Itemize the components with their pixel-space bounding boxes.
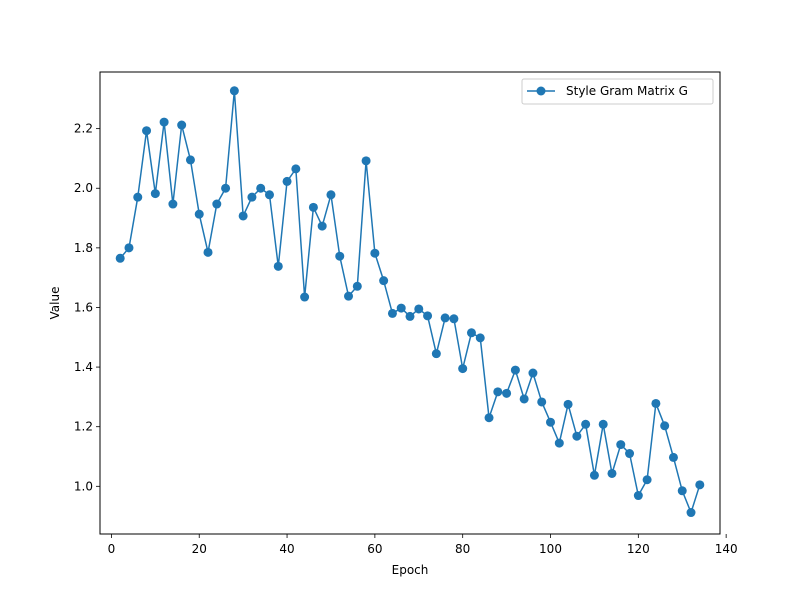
y-tick-label: 1.6 [74,300,93,314]
y-tick-label: 2.2 [74,122,93,136]
series-layer [115,86,705,518]
data-point [352,281,362,291]
y-tick-label: 2.0 [74,181,93,195]
data-point [466,328,476,338]
data-point [308,202,318,212]
x-tick-label: 120 [627,542,650,556]
data-point [264,190,274,200]
plot-area-frame [99,71,721,535]
data-point [142,126,152,136]
data-point [150,189,160,199]
data-point [159,117,169,127]
data-point [440,313,450,323]
x-tick-label: 80 [455,542,470,556]
data-point [668,452,678,462]
data-point [598,419,608,429]
x-tick-label: 100 [539,542,562,556]
legend-box [521,78,714,105]
x-tick-label: 60 [367,542,382,556]
data-point [546,417,556,427]
data-point [475,333,485,343]
data-point [203,247,213,257]
x-tick-label: 20 [192,542,207,556]
x-tick-label: 0 [108,542,116,556]
data-point [431,349,441,359]
data-point [405,311,415,321]
data-point [458,364,468,374]
data-point [423,311,433,321]
data-point [238,211,248,221]
data-point [229,86,239,96]
data-point [502,388,512,398]
data-point [651,398,661,408]
data-point [589,470,599,480]
data-point [510,365,520,375]
data-point [273,261,283,271]
data-point [528,368,538,378]
data-point [414,304,424,314]
legend: Style Gram Matrix G [521,78,714,105]
data-point [484,413,494,423]
x-tick-label: 140 [715,542,738,556]
data-point [493,387,503,397]
legend-label: Style Gram Matrix G [566,84,688,98]
data-point [633,491,643,501]
data-point [554,438,564,448]
data-point [695,480,705,490]
data-point [335,251,345,261]
data-point [616,440,626,450]
data-point [361,156,371,166]
data-point [642,475,652,485]
data-point [291,164,301,174]
x-axis-ticks: 0 20 40 60 80 100 120 140 [108,534,738,556]
data-point [282,176,292,186]
data-point [326,190,336,200]
data-point [133,192,143,202]
data-point [370,248,380,258]
data-point [300,292,310,302]
data-point [449,314,459,324]
legend-marker-swatch [536,86,546,96]
y-tick-label: 1.0 [74,479,93,493]
data-point [212,199,222,209]
y-tick-label: 1.2 [74,420,93,434]
y-tick-label: 1.4 [74,360,93,374]
y-axis-title: Value [48,287,62,320]
data-point [686,508,696,518]
data-point [660,421,670,431]
data-point [194,209,204,219]
data-point [677,486,687,496]
data-point [317,221,327,231]
data-point [115,253,125,263]
y-tick-label: 1.8 [74,241,93,255]
data-point [247,192,257,202]
data-point [387,308,397,318]
data-point [379,276,389,286]
data-point [168,199,178,209]
y-axis-ticks: 1.0 1.2 1.4 1.6 1.8 2.0 2.2 [74,122,100,493]
data-point [563,399,573,409]
data-point [625,449,635,459]
data-point [581,419,591,429]
data-point [256,183,266,193]
data-point [607,468,617,478]
data-point [185,155,195,165]
x-axis-title: Epoch [392,563,429,577]
data-point [221,183,231,193]
x-tick-label: 40 [279,542,294,556]
data-point [124,243,134,253]
data-point [572,431,582,441]
data-point [396,303,406,313]
data-point [177,120,187,130]
data-point [519,394,529,404]
data-point [344,291,354,301]
data-point [537,397,547,407]
